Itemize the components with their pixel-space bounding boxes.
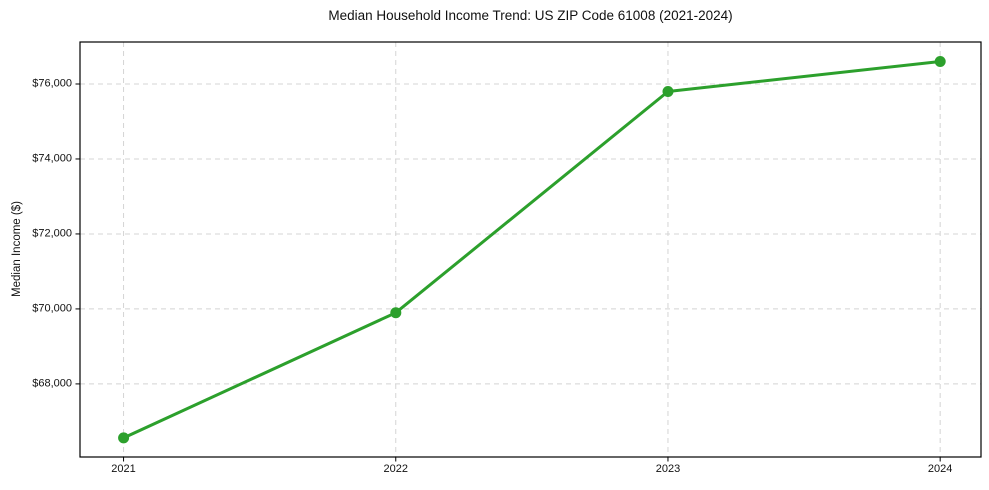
data-point-2022 — [390, 307, 402, 319]
data-point-2024 — [934, 56, 946, 67]
x-tick-label: 2024 — [927, 463, 953, 475]
plot-border — [79, 41, 982, 458]
data-point-2021 — [118, 432, 130, 444]
grid-layer — [80, 42, 981, 457]
series-layer — [118, 56, 946, 444]
y-tick-label: $76,000 — [32, 77, 72, 90]
x-tick-label: 2022 — [383, 463, 408, 475]
x-tick-label: 2023 — [655, 463, 681, 475]
y-tick-label: $70,000 — [32, 302, 72, 315]
y-tick-label: $74,000 — [32, 152, 72, 165]
income-trend-line — [122, 60, 942, 440]
tick-marks-layer — [75, 83, 941, 462]
y-tick-label: $72,000 — [32, 227, 72, 240]
chart-title: Median Household Income Trend: US ZIP Co… — [328, 8, 733, 23]
data-point-2023 — [662, 86, 674, 97]
y-tick-label: $68,000 — [32, 377, 72, 390]
x-tick-label: 2021 — [111, 463, 136, 475]
